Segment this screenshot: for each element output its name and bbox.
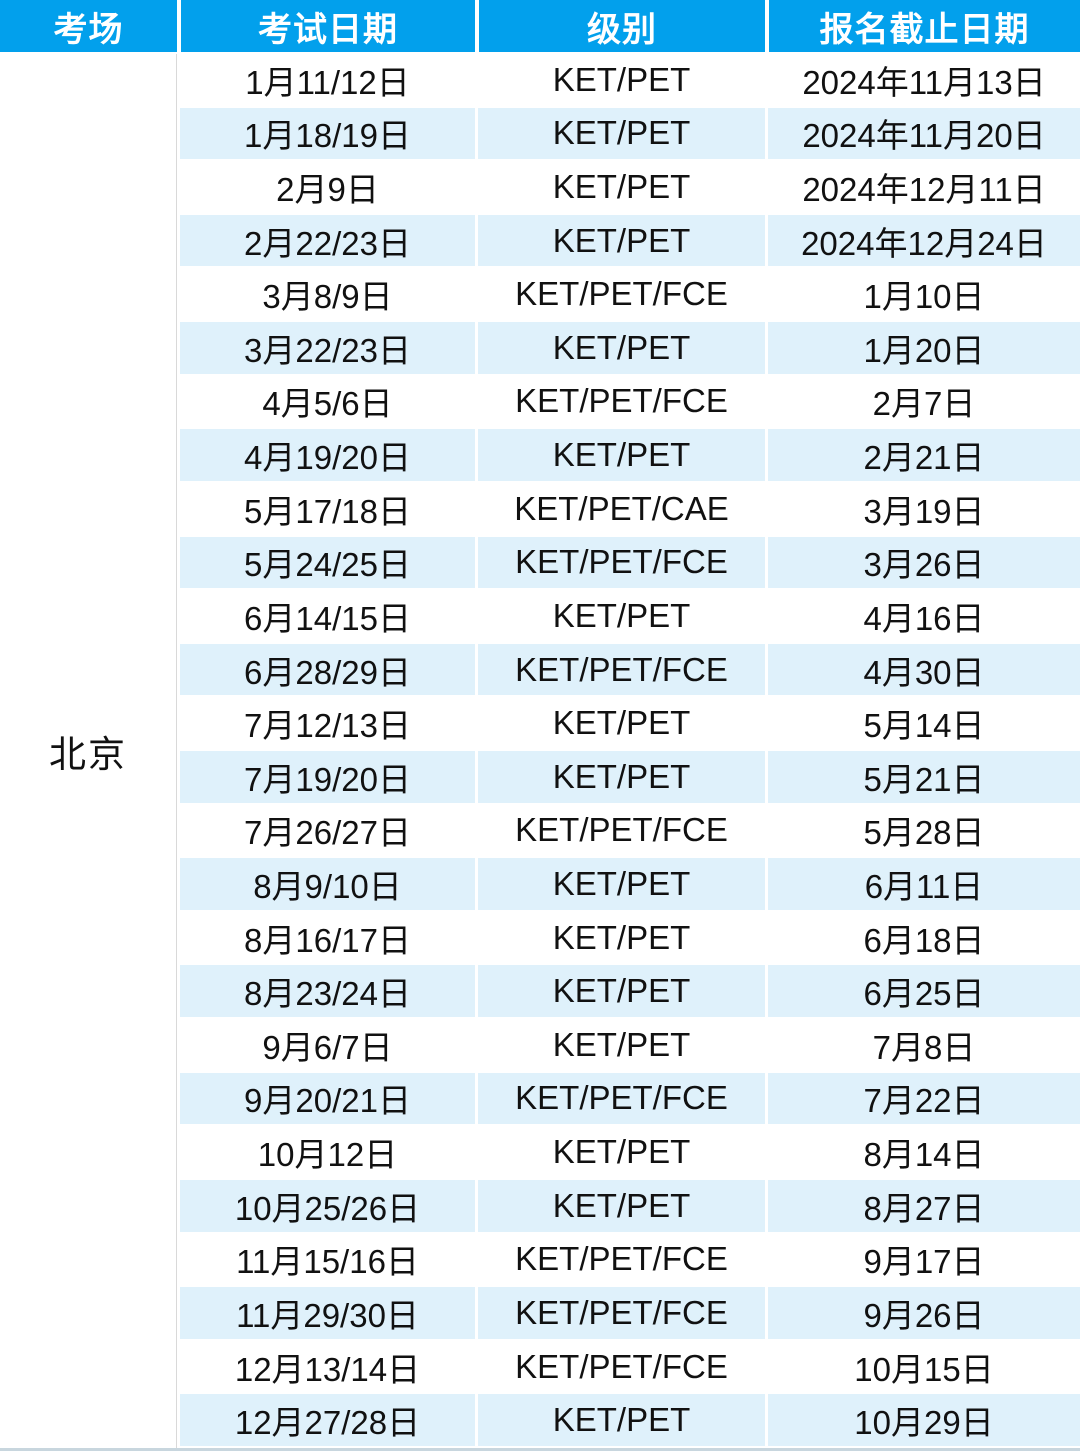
deadline-cell: 10月29日: [765, 1394, 1080, 1448]
level-cell: KET/PET: [475, 107, 765, 162]
header-cell-venue: 考场: [0, 0, 177, 52]
deadline-cell: 2024年12月11日: [765, 161, 1080, 215]
level-cell: KET/PET: [475, 1179, 765, 1234]
exam-date-cell: 4月19/20日: [177, 429, 475, 483]
exam-date-cell: 6月28/29日: [177, 643, 475, 698]
exam-date-cell: 5月17/18日: [177, 482, 475, 537]
exam-date-cell: 3月22/23日: [177, 322, 475, 376]
header-cell-level: 级别: [475, 0, 765, 52]
venue-cell: 北京: [0, 54, 177, 1448]
exam-date-cell: 8月9/10日: [177, 858, 475, 912]
exam-date-cell: 12月13/14日: [177, 1340, 475, 1395]
header-cell-exam-date: 考试日期: [177, 0, 475, 52]
exam-date-cell: 10月12日: [177, 1126, 475, 1180]
deadline-cell: 8月27日: [765, 1179, 1080, 1234]
level-cell: KET/PET/FCE: [475, 643, 765, 698]
exam-date-cell: 12月27/28日: [177, 1394, 475, 1448]
level-cell: KET/PET/FCE: [475, 375, 765, 430]
exam-date-cell: 2月9日: [177, 161, 475, 215]
level-cell: KET/PET: [475, 322, 765, 376]
header-row: 考场 考试日期 级别 报名截止日期: [0, 0, 1080, 52]
level-cell: KET/PET: [475, 965, 765, 1020]
level-cell: KET/PET/FCE: [475, 536, 765, 591]
bottom-divider: [0, 1448, 1080, 1451]
exam-date-cell: 8月16/17日: [177, 911, 475, 966]
exam-date-cell: 1月18/19日: [177, 107, 475, 162]
level-cell: KET/PET/FCE: [475, 1287, 765, 1341]
exam-date-cell: 1月11/12日: [177, 54, 475, 108]
level-cell: KET/PET/FCE: [475, 804, 765, 859]
level-cell: KET/PET: [475, 429, 765, 483]
level-cell: KET/PET: [475, 1019, 765, 1073]
deadline-cell: 1月20日: [765, 322, 1080, 376]
exam-date-cell: 7月19/20日: [177, 750, 475, 805]
level-cell: KET/PET: [475, 54, 765, 108]
deadline-cell: 5月14日: [765, 697, 1080, 751]
exam-date-cell: 4月5/6日: [177, 375, 475, 430]
exam-date-cell: 9月20/21日: [177, 1072, 475, 1127]
deadline-cell: 5月28日: [765, 804, 1080, 859]
header-cell-deadline: 报名截止日期: [765, 0, 1080, 52]
deadline-cell: 4月16日: [765, 590, 1080, 644]
deadline-cell: 2024年12月24日: [765, 214, 1080, 269]
deadline-cell: 2024年11月13日: [765, 54, 1080, 108]
level-cell: KET/PET: [475, 1394, 765, 1448]
exam-date-cell: 7月12/13日: [177, 697, 475, 751]
level-cell: KET/PET: [475, 858, 765, 912]
level-cell: KET/PET: [475, 911, 765, 966]
level-cell: KET/PET: [475, 750, 765, 805]
deadline-cell: 5月21日: [765, 750, 1080, 805]
deadline-cell: 7月22日: [765, 1072, 1080, 1127]
level-cell: KET/PET/FCE: [475, 1233, 765, 1288]
table-body: 北京 1月11/12日 KET/PET 2024年11月13日 1月18/19日…: [0, 54, 1080, 1448]
deadline-cell: 10月15日: [765, 1340, 1080, 1395]
exam-date-cell: 3月8/9日: [177, 268, 475, 323]
exam-date-cell: 5月24/25日: [177, 536, 475, 591]
level-cell: KET/PET: [475, 697, 765, 751]
deadline-cell: 3月19日: [765, 482, 1080, 537]
level-cell: KET/PET: [475, 161, 765, 215]
deadline-cell: 9月17日: [765, 1233, 1080, 1288]
level-cell: KET/PET: [475, 1126, 765, 1180]
deadline-cell: 2月7日: [765, 375, 1080, 430]
exam-date-cell: 7月26/27日: [177, 804, 475, 859]
exam-date-cell: 2月22/23日: [177, 214, 475, 269]
exam-date-cell: 11月15/16日: [177, 1233, 475, 1288]
deadline-cell: 6月18日: [765, 911, 1080, 966]
deadline-cell: 1月10日: [765, 268, 1080, 323]
header-body-divider: [0, 52, 1080, 54]
deadline-cell: 7月8日: [765, 1019, 1080, 1073]
level-cell: KET/PET: [475, 590, 765, 644]
deadline-cell: 4月30日: [765, 643, 1080, 698]
deadline-cell: 6月25日: [765, 965, 1080, 1020]
deadline-cell: 2024年11月20日: [765, 107, 1080, 162]
level-cell: KET/PET/FCE: [475, 1340, 765, 1395]
exam-date-cell: 9月6/7日: [177, 1019, 475, 1073]
level-cell: KET/PET/CAE: [475, 482, 765, 537]
exam-date-cell: 10月25/26日: [177, 1179, 475, 1234]
deadline-cell: 8月14日: [765, 1126, 1080, 1180]
deadline-cell: 3月26日: [765, 536, 1080, 591]
level-cell: KET/PET: [475, 214, 765, 269]
deadline-cell: 6月11日: [765, 858, 1080, 912]
level-cell: KET/PET/FCE: [475, 268, 765, 323]
exam-date-cell: 11月29/30日: [177, 1287, 475, 1341]
level-cell: KET/PET/FCE: [475, 1072, 765, 1127]
deadline-cell: 2月21日: [765, 429, 1080, 483]
exam-date-cell: 6月14/15日: [177, 590, 475, 644]
deadline-cell: 9月26日: [765, 1287, 1080, 1341]
exam-date-cell: 8月23/24日: [177, 965, 475, 1020]
